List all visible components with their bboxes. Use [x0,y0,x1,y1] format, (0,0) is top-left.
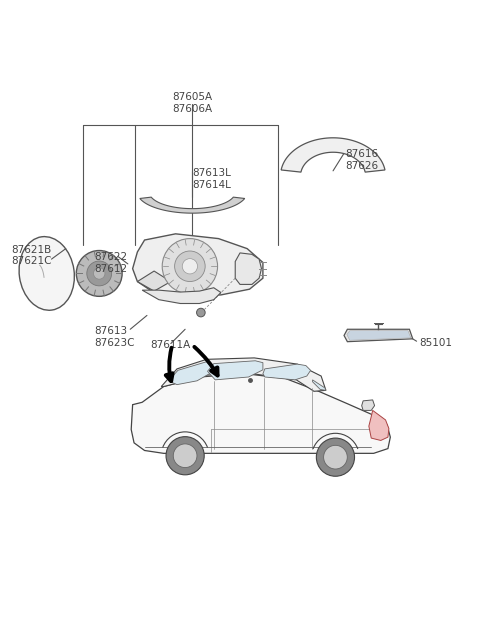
Polygon shape [263,364,311,380]
Text: 87613L
87614L: 87613L 87614L [192,168,231,190]
Circle shape [162,239,217,294]
Text: 85101: 85101 [419,338,452,348]
Polygon shape [132,234,263,296]
Polygon shape [312,380,326,391]
Text: 87622
87612: 87622 87612 [95,252,128,274]
Ellipse shape [19,237,74,310]
Text: 87605A
87606A: 87605A 87606A [172,92,212,114]
Circle shape [316,438,355,476]
Circle shape [87,261,112,286]
Polygon shape [344,329,413,342]
Circle shape [166,436,204,475]
Circle shape [76,251,122,296]
Polygon shape [347,331,411,340]
Circle shape [182,259,198,274]
Polygon shape [168,362,214,384]
Circle shape [94,268,105,279]
Polygon shape [142,288,221,303]
Polygon shape [369,411,389,440]
Polygon shape [235,253,262,284]
Polygon shape [281,138,385,172]
Polygon shape [207,360,263,380]
Polygon shape [140,197,245,213]
Text: 87611A: 87611A [151,340,191,350]
Polygon shape [131,374,390,453]
Polygon shape [362,400,374,411]
Circle shape [197,308,205,317]
Circle shape [173,444,197,468]
Text: 87621B
87621C: 87621B 87621C [11,245,51,266]
Text: 87613
87623C: 87613 87623C [95,326,135,347]
Circle shape [324,445,347,469]
Circle shape [175,251,205,281]
Polygon shape [161,358,326,391]
Text: 87616
87626: 87616 87626 [345,149,378,171]
Polygon shape [137,271,171,291]
